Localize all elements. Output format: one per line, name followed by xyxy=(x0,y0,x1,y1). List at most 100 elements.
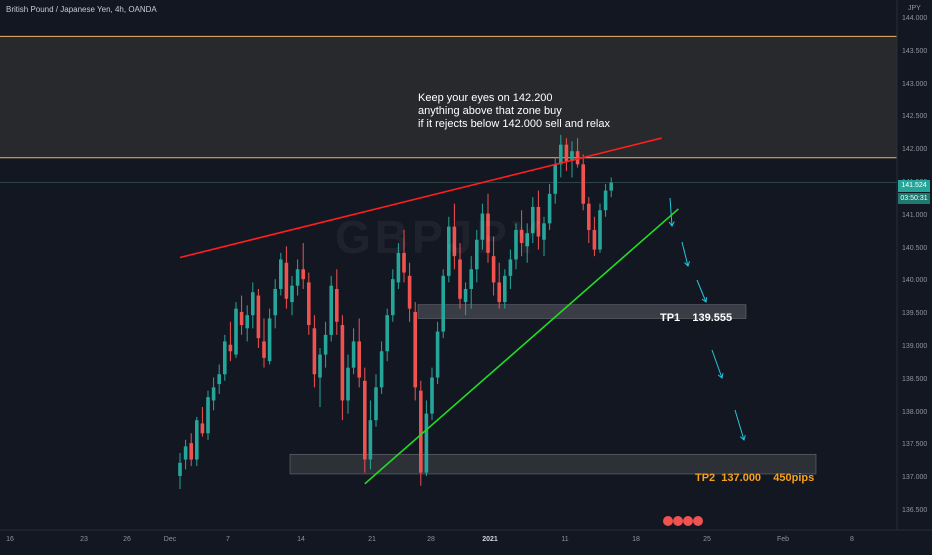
candle-body xyxy=(424,413,429,473)
candle-body xyxy=(514,229,518,260)
candle-body xyxy=(435,331,440,378)
projection-arrow xyxy=(711,349,723,379)
candle-body xyxy=(284,262,289,299)
annotation-line: anything above that zone buy xyxy=(418,105,562,117)
candle-body xyxy=(419,390,423,473)
supply-zone xyxy=(0,36,897,158)
arrows-layer xyxy=(668,197,746,441)
candle-body xyxy=(469,269,473,289)
candle-body xyxy=(531,206,535,234)
projection-arrow xyxy=(696,279,707,303)
time-tick-label: 11 xyxy=(561,536,569,543)
candle-body xyxy=(553,164,557,194)
candle-body xyxy=(307,282,311,326)
projection-arrowhead xyxy=(717,372,724,379)
candle-body xyxy=(508,259,513,276)
time-tick-label: 8 xyxy=(850,536,854,543)
candle-body xyxy=(407,275,412,309)
candle-body xyxy=(239,311,244,326)
price-tick-label: 143.500 xyxy=(902,47,928,55)
candle-body xyxy=(318,354,322,378)
candle-body xyxy=(351,341,356,368)
time-tick-label: 26 xyxy=(123,536,131,543)
support-line xyxy=(364,208,679,485)
candle-body xyxy=(301,269,305,280)
time-tick-label: 2021 xyxy=(482,536,498,543)
time-tick-label: 23 xyxy=(80,536,88,543)
price-tick-label: 142.500 xyxy=(902,113,928,121)
price-tick-label: 137.500 xyxy=(902,441,928,449)
trendlines-layer xyxy=(179,137,679,485)
price-tick-label: 137.000 xyxy=(902,474,928,482)
candle-body xyxy=(547,193,552,224)
annotation-line: if it rejects below 142.000 sell and rel… xyxy=(418,118,610,130)
candle-body xyxy=(570,151,574,162)
candle-body xyxy=(234,308,238,355)
symbol-title[interactable]: British Pound / Japanese Yen, 4h, OANDA xyxy=(6,5,157,14)
candle-body xyxy=(463,288,468,303)
tp1-label[interactable]: TP1 139.555 xyxy=(660,312,733,324)
candle-body xyxy=(329,285,333,335)
time-tick-label: 25 xyxy=(703,536,711,543)
candle-body xyxy=(183,446,188,460)
last-price-tag: 141.524 xyxy=(898,180,930,192)
candle-body xyxy=(559,144,563,165)
candle-body xyxy=(592,229,597,250)
candle-body xyxy=(245,315,249,329)
time-tick-label: 7 xyxy=(226,536,230,543)
tp1-zone xyxy=(417,304,747,319)
candle-body xyxy=(206,397,210,434)
candle-body xyxy=(603,190,608,211)
candle-body xyxy=(335,288,339,322)
candle-body xyxy=(441,275,445,332)
projection-arrow xyxy=(669,197,673,227)
candle-body xyxy=(402,252,406,273)
candle-body xyxy=(189,443,193,460)
price-tick-label: 140.500 xyxy=(902,244,928,252)
candle-body xyxy=(525,233,529,247)
candle-body xyxy=(262,341,266,358)
annotation-note[interactable]: Keep your eyes on 142.200 anything above… xyxy=(418,92,610,131)
candle-body xyxy=(542,223,546,240)
candle-body xyxy=(273,288,277,316)
projection-arrowhead xyxy=(684,261,690,267)
events-badge[interactable] xyxy=(662,514,708,530)
price-tick-label: 138.000 xyxy=(902,408,928,416)
candle-body xyxy=(251,292,255,316)
bar-countdown: 03:50:31 xyxy=(898,193,930,204)
candle-body xyxy=(503,275,507,303)
price-tick-label: 140.000 xyxy=(902,277,928,285)
events-badge-icon xyxy=(663,516,703,526)
time-tick-label: Feb xyxy=(776,536,790,543)
candle-body xyxy=(357,341,361,378)
time-tick-label: 28 xyxy=(427,536,435,543)
candle-body xyxy=(178,462,182,476)
candle-body xyxy=(279,259,283,289)
candle-body xyxy=(323,334,328,355)
candle-body xyxy=(536,206,541,237)
candle-body xyxy=(195,420,199,460)
projection-arrowhead xyxy=(739,435,746,441)
candle-body xyxy=(452,226,457,257)
symbol-watermark: GBPJPY xyxy=(335,211,546,263)
candle-body xyxy=(413,311,417,388)
price-tick-label: 142.000 xyxy=(902,146,928,154)
candle-body xyxy=(430,377,434,414)
projection-arrow xyxy=(681,241,689,267)
candle-body xyxy=(295,269,300,286)
price-tick-label: 136.500 xyxy=(902,507,928,514)
candle-body xyxy=(340,325,345,401)
candle-body xyxy=(391,279,395,316)
annotation-line: Keep your eyes on 142.200 xyxy=(418,92,553,104)
candle-body xyxy=(497,282,501,303)
tp2-label[interactable]: TP2 137.000 450pips xyxy=(695,472,815,484)
candle-body xyxy=(447,226,451,276)
time-tick-label: Dec xyxy=(163,536,177,543)
projection-arrowhead xyxy=(701,296,708,303)
candle-body xyxy=(267,318,272,362)
projection-arrowhead xyxy=(668,221,675,227)
candle-body xyxy=(217,374,221,385)
candle-body xyxy=(491,256,496,283)
